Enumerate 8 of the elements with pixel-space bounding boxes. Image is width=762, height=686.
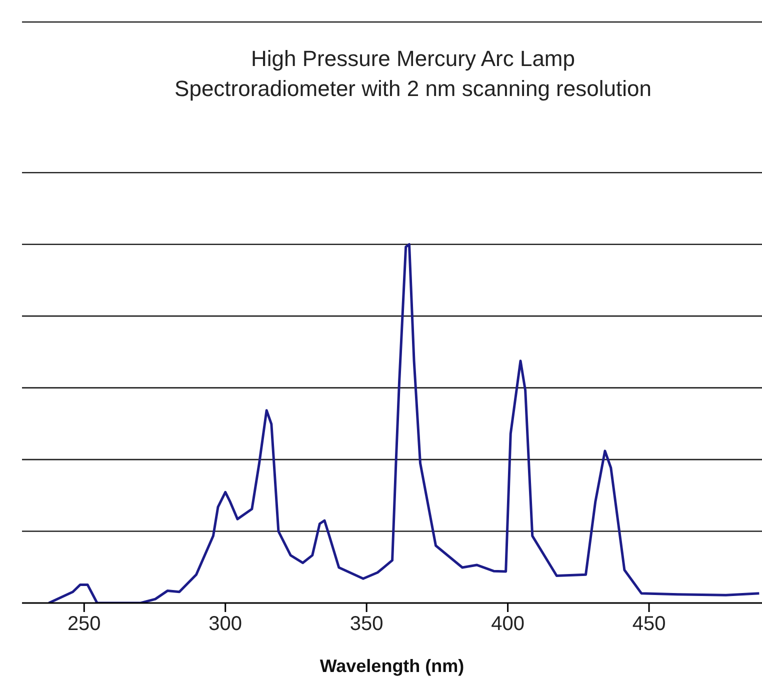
chart-subtitle: Spectroradiometer with 2 nm scanning resolution xyxy=(174,75,652,103)
x-tick-label: 300 xyxy=(208,613,242,636)
x-tick-label: 450 xyxy=(632,613,666,636)
x-tick-label: 350 xyxy=(350,613,384,636)
x-axis-title: Wavelength (nm) xyxy=(320,656,464,676)
x-tick-label: 250 xyxy=(67,613,101,636)
chart-title: High Pressure Mercury Arc Lamp xyxy=(250,45,576,73)
x-tick-label: 400 xyxy=(491,613,524,636)
